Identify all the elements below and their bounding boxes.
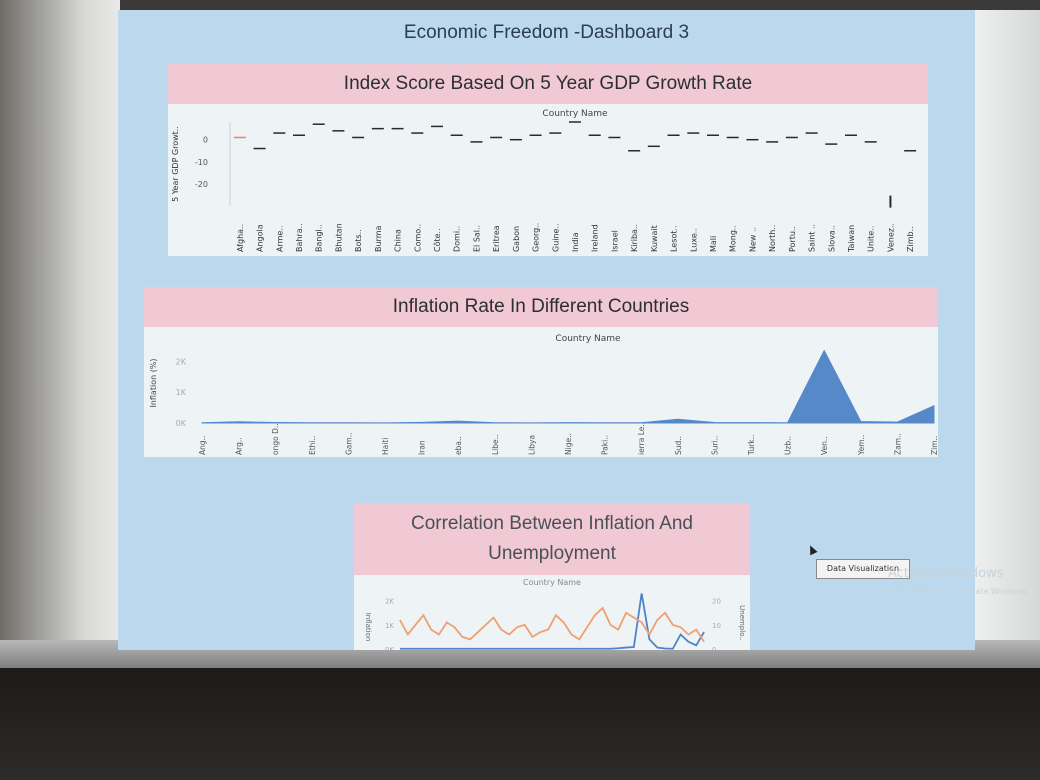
inflation-chart[interactable]: Country Name Inflation (%) 2K 1K 0K Ang.. Arg.… xyxy=(144,327,939,457)
tooltip: Data Visualization xyxy=(816,559,910,579)
mouse-cursor-icon xyxy=(806,543,818,556)
correlation-y2-tick-label: 10 xyxy=(712,622,721,630)
correlation-chart[interactable]: Country Name Inflation Unemplo.. 2K 1K 0K 20 10… xyxy=(354,575,750,654)
gdp-x-tick-label: New .. xyxy=(748,227,757,252)
gdp-x-tick-label: Mali xyxy=(709,236,718,252)
gdp-x-tick-label: Guine.. xyxy=(551,223,560,252)
gdp-x-tick-label: Eritrea xyxy=(492,225,501,252)
inflation-x-tick-label: Paki.. xyxy=(601,435,610,455)
gdp-y-tick-label: -10 xyxy=(195,158,208,167)
gdp-x-tick-label: China xyxy=(394,229,403,252)
inflation-x-tick-label: eba.. xyxy=(454,436,463,455)
inflation-x-tick-label: Haiti xyxy=(381,438,390,455)
inflation-chart-svg: Country Name Inflation (%) 2K 1K 0K Ang.. Arg.… xyxy=(149,334,939,456)
inflation-x-tick-label: Turk.. xyxy=(747,435,756,456)
inflation-x-tick-label: Libya xyxy=(527,435,536,455)
gdp-x-tick-label: Kiriba.. xyxy=(630,224,639,252)
gdp-x-tick-label: India xyxy=(571,232,580,252)
gdp-x-tick-label: Zimb.. xyxy=(906,226,915,252)
gdp-x-tick-label: Portu.. xyxy=(788,226,797,252)
inflation-x-tick-label: Ven.. xyxy=(820,436,829,455)
monitor-bezel-top xyxy=(0,0,1040,10)
gdp-x-tick-label: Ireland xyxy=(591,224,600,252)
gdp-x-tick-label: Afgha.. xyxy=(236,224,245,252)
inflation-header-label: Country Name xyxy=(555,334,621,344)
inflation-x-tick-label: Zam.. xyxy=(893,433,902,455)
correlation-header-label: Country Name xyxy=(523,578,581,587)
correlation-y-axis-label: Inflation xyxy=(364,613,372,642)
gdp-x-tick-label: Como.. xyxy=(413,224,422,252)
inflation-x-tick-label: Yem.. xyxy=(857,435,866,456)
dashboard: Economic Freedom -Dashboard 3 Index Scor… xyxy=(118,10,1029,654)
gdp-x-tick-label: Israel xyxy=(610,230,619,252)
activate-windows-watermark-sub: Go to Settings to activate Windows. xyxy=(886,587,1030,596)
correlation-y2-tick-label: 20 xyxy=(712,598,721,606)
gdp-x-tick-label: El Sal.. xyxy=(472,225,481,252)
inflation-x-tick-label: Nige.. xyxy=(564,433,573,455)
gdp-x-tick-label: Saint .. xyxy=(808,224,817,252)
inflation-y-tick-label: 2K xyxy=(176,357,187,366)
gdp-x-tick-label: North.. xyxy=(768,225,777,252)
dashboard-title: Economic Freedom -Dashboard 3 xyxy=(403,22,690,43)
correlation-y-tick-label: 2K xyxy=(385,598,394,606)
inflation-line xyxy=(400,593,705,650)
correlation-y-tick-label: 1K xyxy=(385,622,394,630)
unemployment-line xyxy=(399,606,705,643)
gdp-header-label: Country Name xyxy=(542,109,608,119)
gdp-x-tick-label: Kuwait xyxy=(650,225,659,252)
inflation-x-tick-label: Libe.. xyxy=(491,435,500,455)
correlation-chart-title: Correlation Between Inflation And Unempl… xyxy=(354,503,750,575)
gdp-x-tick-label: Gabon xyxy=(512,226,521,252)
desk-background xyxy=(0,668,1040,780)
gdp-y-tick-label: -20 xyxy=(195,180,208,189)
inflation-x-tick-label: Ethi.. xyxy=(308,436,317,455)
inflation-x-tick-label: Arg.. xyxy=(235,437,244,455)
gdp-x-tick-label: Mong.. xyxy=(729,225,738,252)
gdp-x-tick-label: Bahra.. xyxy=(295,223,304,252)
gdp-x-tick-label: Unite.. xyxy=(867,226,876,252)
gdp-x-tick-label: Slova.. xyxy=(827,225,836,252)
inflation-area xyxy=(201,349,935,424)
gdp-x-tick-label: Arme.. xyxy=(275,226,284,252)
inflation-x-tick-label: Ang.. xyxy=(198,436,207,455)
gdp-y-axis-label: 5 Year GDP Growt.. xyxy=(171,126,180,202)
gdp-x-tick-label: Domi.. xyxy=(453,226,462,252)
inflation-x-tick-label: Zim.. xyxy=(930,436,938,455)
gdp-chart[interactable]: Country Name 5 Year GDP Growt.. 0 -10 -20 Afg… xyxy=(168,104,928,256)
inflation-chart-title: Inflation Rate In Different Countries xyxy=(144,287,938,327)
gdp-y-tick-label: 0 xyxy=(203,136,208,145)
gdp-x-tick-label: Angola xyxy=(256,224,265,252)
gdp-x-tick-label: Bangl.. xyxy=(315,224,324,252)
gdp-x-tick-label: Burma xyxy=(374,226,383,253)
inflation-y-axis-label: Inflation (%) xyxy=(149,358,158,407)
gdp-x-tick-label: Lesot.. xyxy=(670,225,679,252)
gdp-x-tick-label: Taiwan xyxy=(847,225,856,253)
inflation-y-tick-label: 0K xyxy=(176,419,187,428)
gdp-chart-title: Index Score Based On 5 Year GDP Growth R… xyxy=(168,64,928,104)
monitor-bezel-left xyxy=(0,0,120,660)
inflation-x-tick-label: ongo D.. xyxy=(271,423,280,455)
monitor-bezel-right xyxy=(975,10,1040,660)
correlation-chart-svg: Country Name Inflation Unemplo.. 2K 1K 0K 20 10… xyxy=(364,578,746,654)
inflation-x-tick-label: ierra Le.. xyxy=(637,422,646,455)
activate-windows-watermark: Activate Windows xyxy=(888,566,1004,581)
correlation-y2-axis-label: Unemplo.. xyxy=(738,605,746,641)
inflation-x-tick-label: Uzb.. xyxy=(784,436,793,455)
inflation-x-tick-label: Iran xyxy=(418,440,427,455)
gdp-x-tick-label: Luxe.. xyxy=(689,228,698,252)
gdp-chart-svg: Country Name 5 Year GDP Growt.. 0 -10 -20 Afg… xyxy=(171,109,917,253)
gdp-x-tick-label: Bots.. xyxy=(354,229,363,252)
gdp-x-tick-label: Côte.. xyxy=(432,228,442,252)
gdp-x-tick-label: Bhutan xyxy=(334,223,343,252)
gdp-x-tick-label: Georg.. xyxy=(532,223,541,252)
correlation-y-tick-label: 0K xyxy=(385,646,394,650)
inflation-x-tick-label: Sud.. xyxy=(674,436,683,455)
correlation-y2-tick-label: 0 xyxy=(712,646,716,650)
inflation-y-tick-label: 1K xyxy=(176,388,187,397)
inflation-x-tick-label: Suri.. xyxy=(710,436,719,455)
inflation-x-tick-label: Gam.. xyxy=(344,433,353,455)
gdp-x-tick-label: Venez.. xyxy=(886,223,895,252)
